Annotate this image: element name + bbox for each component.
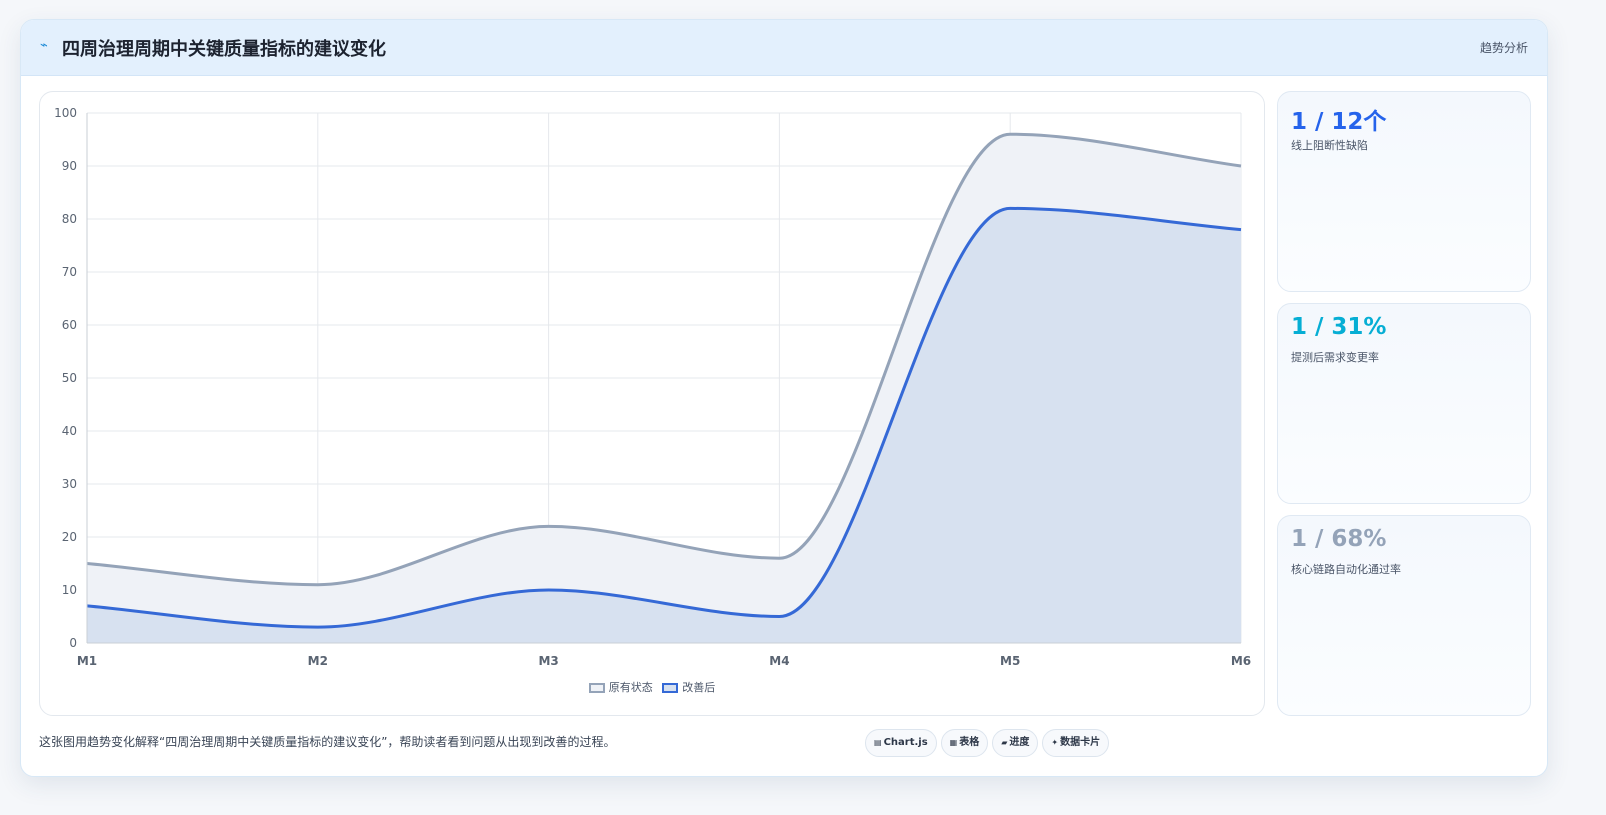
x-tick-label: M3 [538, 654, 558, 668]
stat-card-pass-rate: 1 / 68% 核心链路自动化通过率 [1277, 515, 1531, 716]
x-tick-label: M1 [77, 654, 97, 668]
legend-item-original[interactable]: 原有状态 [588, 679, 653, 695]
chart-card: ⌁ 四周治理周期中关键质量指标的建议变化 趋势分析 0 10 20 30 40 50 60 7… [20, 19, 1548, 777]
chip-label: 数据卡片 [1060, 737, 1101, 748]
chip-progress[interactable]: ▰ 进度 [992, 729, 1039, 757]
trend-icon: ⌁ [40, 38, 48, 53]
y-tick-label: 20 [62, 530, 77, 544]
series-line-1 [86, 206, 1242, 629]
y-tick-label: 90 [62, 159, 77, 173]
stat-value: 1 / 12个 [1291, 109, 1387, 135]
chart-panel: 0 10 20 30 40 50 60 70 80 90 100 M1 M2 M3 M4 M5 M6 原有状态 … [39, 91, 1265, 716]
chart-legend: 原有状态 改善后 [40, 679, 1264, 695]
tag-chips: ▤ Chart.js ▦ 表格 ▰ 进度 ✦ 数据卡片 [865, 729, 1113, 757]
legend-label-original: 原有状态 [608, 681, 653, 694]
card-header: ⌁ 四周治理周期中关键质量指标的建议变化 趋势分析 [21, 20, 1547, 76]
legend-swatch-improved [662, 683, 679, 693]
y-tick-label: 30 [62, 477, 77, 491]
chip-chartjs[interactable]: ▤ Chart.js [865, 729, 937, 757]
table-icon: ▦ [949, 738, 958, 747]
y-tick-label: 40 [62, 424, 77, 438]
legend-swatch-original [588, 683, 605, 693]
x-tick-label: M4 [769, 654, 789, 668]
chip-table[interactable]: ▦ 表格 [940, 729, 989, 757]
y-tick-label: 60 [62, 318, 77, 332]
stat-value: 1 / 68% [1291, 526, 1387, 552]
chip-label: 表格 [959, 737, 980, 748]
stat-label: 线上阻断性缺陷 [1291, 139, 1368, 152]
page-title: 四周治理周期中关键质量指标的建议变化 [62, 39, 386, 60]
legend-item-improved[interactable]: 改善后 [662, 679, 715, 695]
stat-card-blocking-defects: 1 / 12个 线上阻断性缺陷 [1277, 91, 1531, 292]
chip-label: Chart.js [883, 737, 928, 748]
y-tick-label: 50 [62, 371, 77, 385]
x-tick-label: M6 [1231, 654, 1251, 668]
x-tick-label: M5 [1000, 654, 1020, 668]
sparkle-icon: ✦ [1051, 738, 1059, 747]
analysis-tag: 趋势分析 [1479, 41, 1528, 55]
y-tick-label: 80 [62, 212, 77, 226]
stat-card-change-rate: 1 / 31% 提测后需求变更率 [1277, 303, 1531, 504]
stat-label: 核心链路自动化通过率 [1291, 563, 1401, 576]
series-line-0 [86, 132, 1242, 587]
x-tick-label: M2 [308, 654, 328, 668]
y-tick-label: 100 [54, 106, 77, 120]
legend-label-improved: 改善后 [682, 681, 716, 694]
chip-label: 进度 [1009, 737, 1030, 748]
series-area-1 [87, 208, 1241, 643]
area-chart: 0 10 20 30 40 50 60 70 80 90 100 M1 M2 M3 M4 M5 M6 [54, 106, 1251, 668]
chart-description: 这张图用趋势变化解释“四周治理周期中关键质量指标的建议变化”，帮助读者看到问题从… [39, 735, 616, 749]
y-tick-label: 70 [62, 265, 77, 279]
progress-icon: ▰ [1001, 738, 1008, 747]
y-tick-label: 10 [62, 583, 77, 597]
chart-icon: ▤ [874, 738, 882, 747]
stat-label: 提测后需求变更率 [1291, 351, 1379, 364]
stat-value: 1 / 31% [1291, 314, 1387, 340]
chip-data-card[interactable]: ✦ 数据卡片 [1042, 729, 1110, 757]
y-tick-label: 0 [69, 636, 77, 650]
